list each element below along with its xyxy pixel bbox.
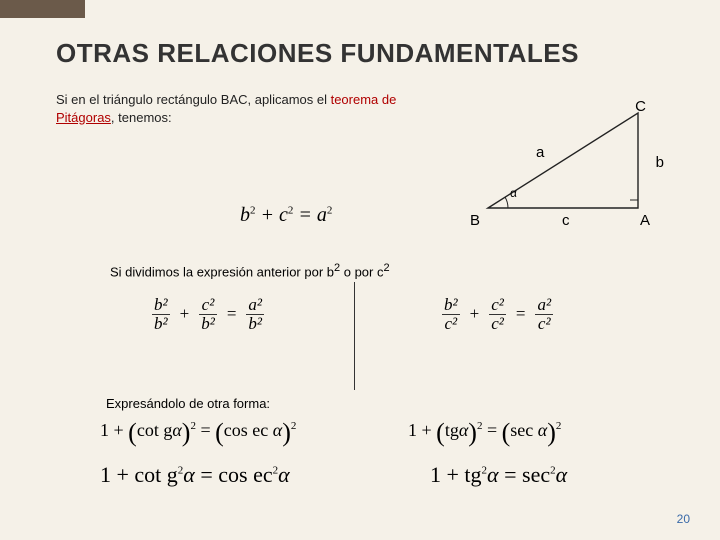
side-a: a [536,144,544,161]
eq-2a: 1 + cot g2α = cos ec2α [100,462,290,488]
slide: OTRAS RELACIONES FUNDAMENTALES Si en el … [0,0,720,540]
vertex-B: B [470,212,480,229]
frac-l1: b²b² [152,296,170,333]
frac-r2: c²c² [489,296,506,333]
vertex-C: C [635,98,646,115]
plus-l: + [176,304,194,324]
teorema-text: teorema de [331,92,397,107]
fraction-right: b²c² + c²c² = a²c² [440,296,555,333]
pythagoras-formula: b2 + c2 = a2 [240,204,332,227]
plus-r: + [466,304,484,324]
intro-part1: Si en el triángulo rectángulo BAC, aplic… [56,92,331,107]
eq-2b: 1 + tg2α = sec2α [430,462,567,488]
right-angle-mark [630,200,638,208]
frac-l3: a²b² [246,296,264,333]
formula-text: b2 + c2 = a2 [240,204,332,226]
page-number: 20 [677,512,690,526]
triangle-svg [478,108,648,223]
divide-t1: Si dividimos la expresión anterior por b [110,264,334,279]
fraction-left: b²b² + c²b² = a²b² [150,296,266,333]
triangle-diagram: C A B a b c α [478,108,648,223]
eq-l: = [223,304,241,324]
eq-1b: 1 + (tgα)2 = (sec α)2 [408,418,561,448]
vertical-divider [354,282,355,390]
eq-r: = [512,304,530,324]
frac-r1: b²c² [442,296,460,333]
page-title: OTRAS RELACIONES FUNDAMENTALES [56,38,664,69]
intro-text: Si en el triángulo rectángulo BAC, aplic… [56,91,416,126]
frac-l2: c²b² [199,296,217,333]
eq-1a: 1 + (cot gα)2 = (cos ec α)2 [100,418,296,448]
frac-r3: a²c² [535,296,553,333]
divide-text: Si dividimos la expresión anterior por b… [110,262,390,279]
sup-2b: 2 [383,262,389,274]
pitagoras-text: Pitágoras [56,110,111,125]
intro-part2: , tenemos: [111,110,172,125]
vertex-A: A [640,212,650,229]
angle-alpha: α [510,186,517,200]
side-b: b [656,154,664,171]
divide-t2: o por c [340,264,383,279]
otra-forma-text: Expresándolo de otra forma: [106,396,270,411]
side-c: c [562,212,570,229]
angle-arc [505,197,508,208]
